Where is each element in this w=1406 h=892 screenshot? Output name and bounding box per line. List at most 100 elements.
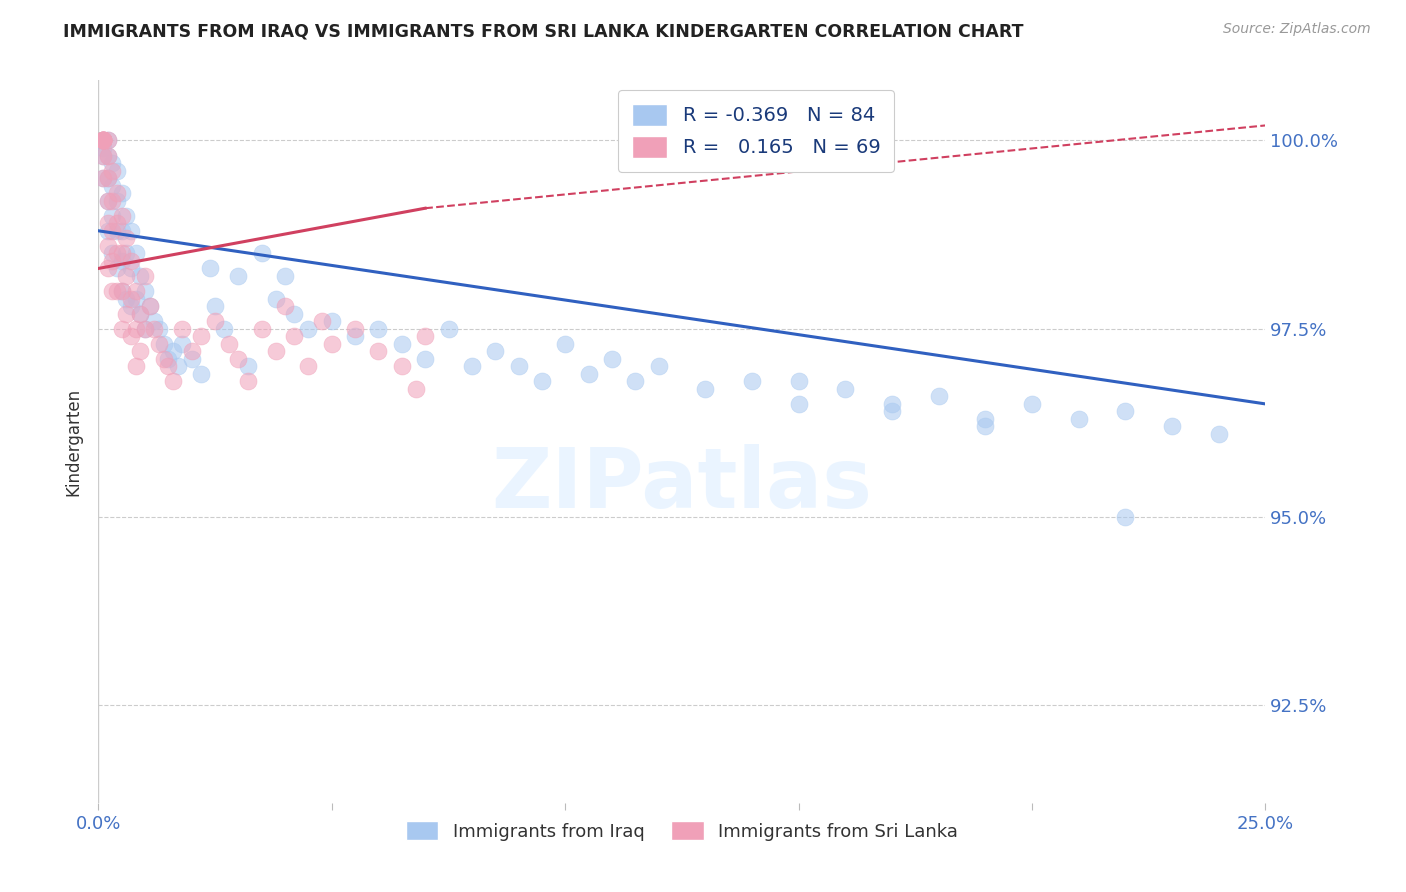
Point [120,261,142,276]
Point [228,351,250,366]
Point [787,397,810,411]
Point [297,359,319,374]
Point [115,268,138,283]
Point [91,133,114,147]
Point [91,133,114,147]
Point [120,329,142,343]
Point [236,359,259,374]
Point [101,246,124,260]
Point [105,216,128,230]
Point [97,171,120,186]
Point [125,284,148,298]
Point [91,133,114,147]
Point [367,321,389,335]
Point [228,268,250,283]
Point [125,359,148,374]
Point [97,261,120,276]
Point [111,253,134,268]
Point [180,344,202,359]
Point [162,344,184,359]
Point [111,186,134,201]
Point [264,292,287,306]
Point [134,321,156,335]
Point [1114,404,1136,418]
Point [91,148,114,162]
Point [204,299,226,313]
Point [152,351,174,366]
Point [834,382,856,396]
Point [115,231,138,245]
Point [97,148,120,162]
Point [120,299,142,313]
Point [152,336,174,351]
Point [190,329,212,343]
Point [97,239,120,253]
Point [101,156,124,170]
Point [695,382,717,396]
Point [115,246,138,260]
Point [97,171,120,186]
Point [311,314,333,328]
Point [91,141,114,155]
Point [115,292,138,306]
Point [115,307,138,321]
Point [101,194,124,208]
Point [297,321,319,335]
Text: IMMIGRANTS FROM IRAQ VS IMMIGRANTS FROM SRI LANKA KINDERGARTEN CORRELATION CHART: IMMIGRANTS FROM IRAQ VS IMMIGRANTS FROM … [63,22,1024,40]
Point [91,133,114,147]
Point [101,224,124,238]
Point [405,382,427,396]
Point [274,299,297,313]
Point [97,148,120,162]
Point [236,374,259,388]
Point [624,374,647,388]
Point [115,209,138,223]
Point [391,359,413,374]
Point [600,351,623,366]
Text: ZIPatlas: ZIPatlas [492,444,872,525]
Point [274,268,297,283]
Point [162,374,184,388]
Point [180,351,202,366]
Point [139,299,162,313]
Point [91,133,114,147]
Y-axis label: Kindergarten: Kindergarten [65,387,83,496]
Point [974,412,997,426]
Point [111,284,134,298]
Point [101,209,124,223]
Point [91,133,114,147]
Point [97,194,120,208]
Point [91,171,114,186]
Point [129,268,152,283]
Point [437,321,460,335]
Point [413,329,436,343]
Point [321,314,343,328]
Point [880,404,903,418]
Point [367,344,389,359]
Point [129,307,152,321]
Point [91,148,114,162]
Point [204,314,226,328]
Point [214,321,236,335]
Point [91,133,114,147]
Point [125,292,148,306]
Point [1067,412,1090,426]
Point [97,216,120,230]
Point [111,209,134,223]
Point [321,336,343,351]
Point [91,133,114,147]
Point [143,321,166,335]
Point [134,268,156,283]
Point [125,321,148,335]
Point [97,194,120,208]
Point [139,299,162,313]
Legend: Immigrants from Iraq, Immigrants from Sri Lanka: Immigrants from Iraq, Immigrants from Sr… [398,814,966,848]
Point [283,307,305,321]
Point [283,329,305,343]
Point [111,284,134,298]
Point [120,292,142,306]
Point [105,224,128,238]
Point [554,336,576,351]
Point [344,329,367,343]
Point [974,419,997,434]
